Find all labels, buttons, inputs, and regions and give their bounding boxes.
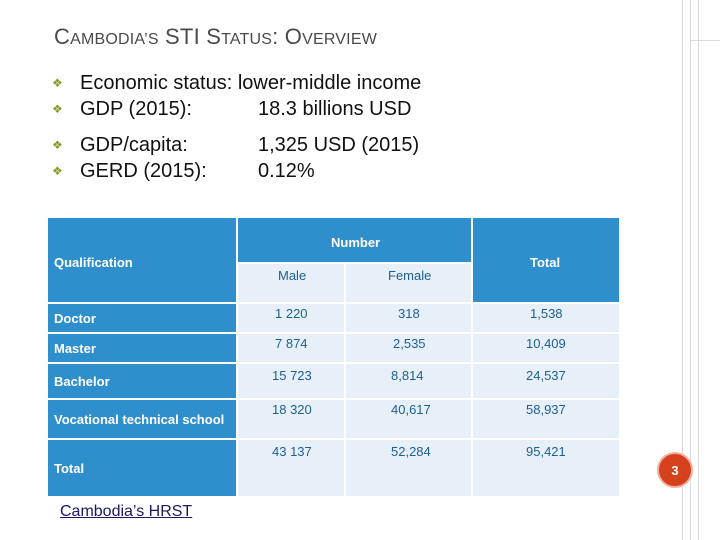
header-total: Total	[473, 218, 619, 302]
cell-female: 40,617	[346, 400, 471, 438]
slide-title: CAMBODIA’S STI STATUS: OVERVIEW	[54, 24, 377, 49]
cell-male: 43 137	[238, 440, 344, 496]
decorative-line	[682, 0, 683, 540]
row-label: Total	[48, 440, 236, 496]
row-label: Doctor	[48, 304, 236, 332]
row-label: Bachelor	[48, 364, 236, 398]
cell-female: 8,814	[346, 364, 471, 398]
bullet-list: ❖ Economic status: lower-middle income ❖…	[52, 72, 612, 186]
diamond-bullet-icon: ❖	[52, 164, 63, 178]
header-male: Male	[238, 264, 344, 302]
page-number-badge: 3	[657, 452, 693, 488]
hrst-table: Qualification Number Male Female Total D…	[48, 218, 619, 496]
cell-male: 7 874	[238, 334, 344, 362]
cell-total: 10,409	[473, 334, 619, 362]
diamond-bullet-icon: ❖	[52, 138, 63, 152]
bullet-item: ❖ Economic status: lower-middle income	[52, 72, 422, 94]
decorative-line	[698, 0, 699, 540]
header-qualification: Qualification	[48, 218, 236, 302]
cell-female: 52,284	[346, 440, 471, 496]
row-label: Master	[48, 334, 236, 362]
header-number: Number	[238, 218, 471, 262]
bullet-item: ❖ GDP/capita: 1,325 USD (2015)	[52, 134, 420, 156]
decorative-line	[690, 40, 720, 41]
bullet-item: ❖ GDP (2015): 18.3 billions USD	[52, 98, 412, 120]
source-link[interactable]: Cambodia’s HRST	[60, 503, 193, 520]
cell-total: 1,538	[473, 304, 619, 332]
cell-male: 1 220	[238, 304, 344, 332]
bullet-item: ❖ GERD (2015): 0.12%	[52, 160, 315, 182]
cell-female: 318	[346, 304, 471, 332]
cell-total: 95,421	[473, 440, 619, 496]
row-label: Vocational technical school	[48, 400, 236, 438]
header-female: Female	[346, 264, 471, 302]
diamond-bullet-icon: ❖	[52, 76, 63, 90]
cell-female: 2,535	[346, 334, 471, 362]
diamond-bullet-icon: ❖	[52, 102, 63, 116]
cell-male: 15 723	[238, 364, 344, 398]
decorative-line	[690, 0, 691, 540]
cell-total: 24,537	[473, 364, 619, 398]
cell-male: 18 320	[238, 400, 344, 438]
cell-total: 58,937	[473, 400, 619, 438]
